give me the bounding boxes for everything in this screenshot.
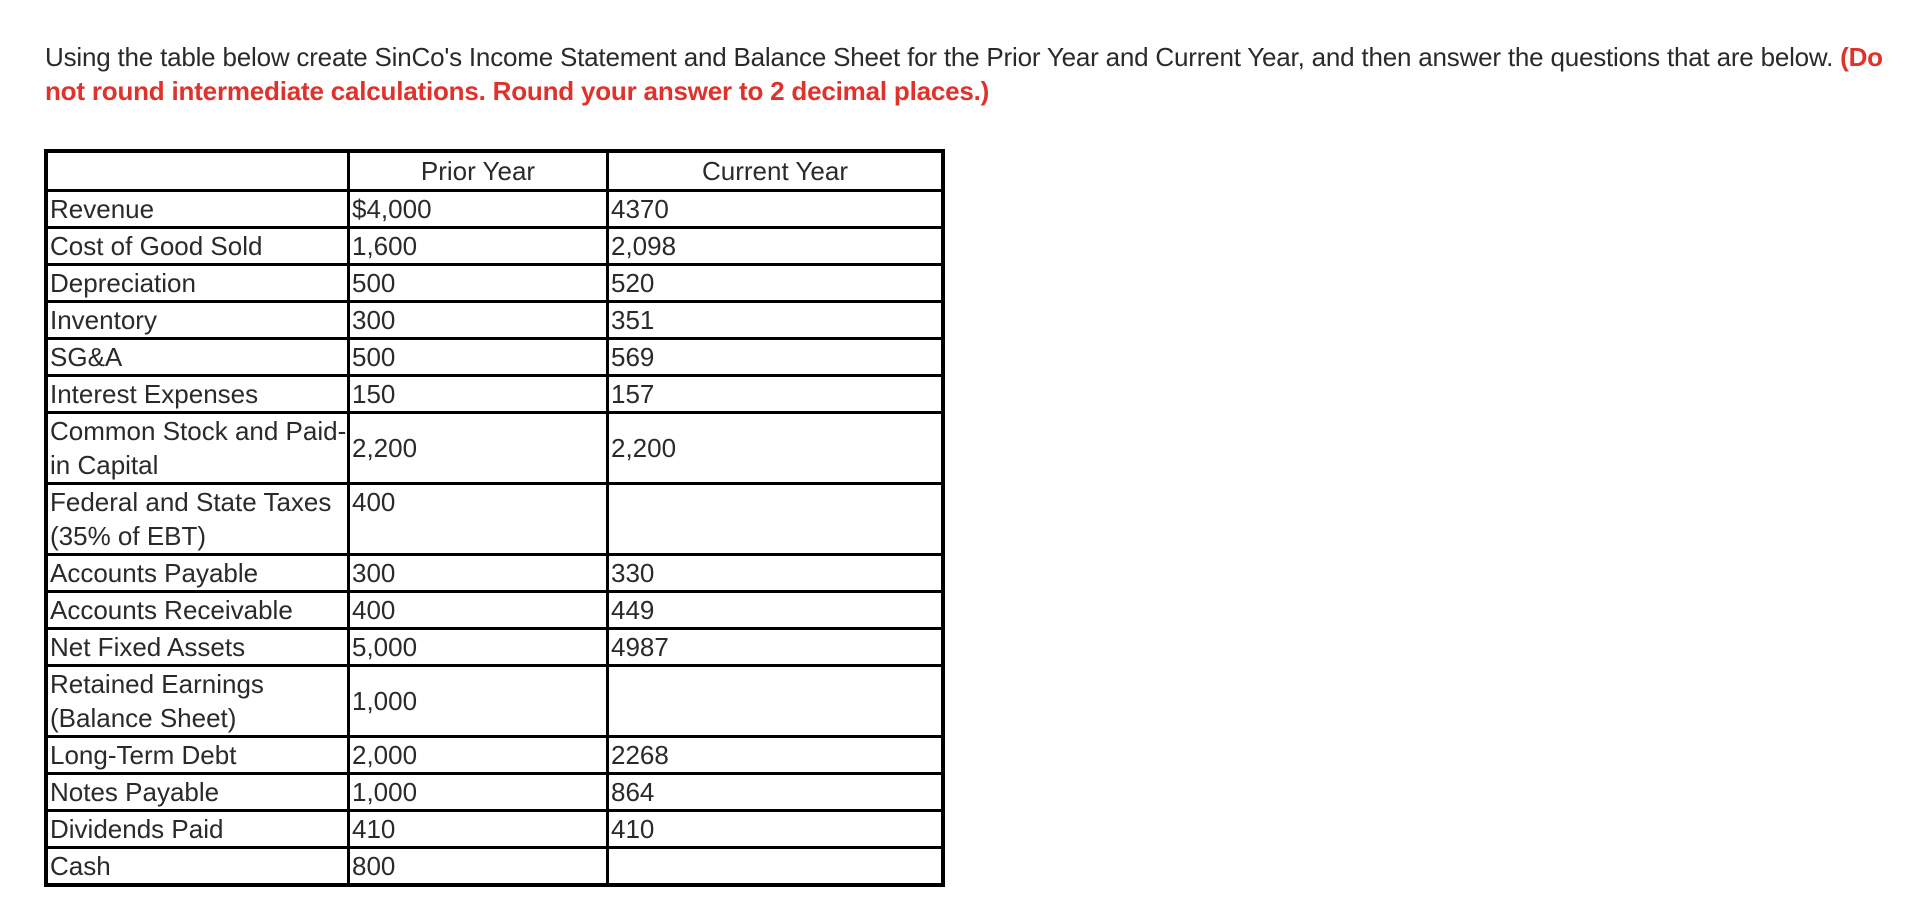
row-label: Common Stock and Paid-in Capital [44,411,350,485]
prior-year-value: 800 [347,846,609,887]
current-year-value: 569 [606,337,945,377]
prior-year-value: 410 [347,809,609,849]
row-label: Inventory [44,300,350,340]
table-row: Notes Payable 1,000 864 [44,772,945,812]
row-label: Notes Payable [44,772,350,812]
prior-year-value: 1,600 [347,226,609,266]
row-label: Revenue [44,189,350,229]
instructions: Using the table below create SinCo's Inc… [45,40,1905,108]
table-row: SG&A 500 569 [44,337,945,377]
row-label: Dividends Paid [44,809,350,849]
current-year-value: 330 [606,553,945,593]
current-year-value [606,846,945,887]
financial-data-table: Prior Year Current Year Revenue $4,000 437… [44,149,945,887]
prior-year-value: 300 [347,300,609,340]
table-row: Net Fixed Assets 5,000 4987 [44,627,945,667]
current-year-value: 351 [606,300,945,340]
prior-year-value: 500 [347,337,609,377]
current-year-value: 864 [606,772,945,812]
table-row: Dividends Paid 410 410 [44,809,945,849]
current-year-value: 449 [606,590,945,630]
table-row: Accounts Receivable 400 449 [44,590,945,630]
current-year-value: 157 [606,374,945,414]
current-year-value: 410 [606,809,945,849]
current-year-value [606,482,945,556]
row-label: Accounts Payable [44,553,350,593]
row-label: Federal and State Taxes (35% of EBT) [44,482,350,556]
row-label: Depreciation [44,263,350,303]
table-row: Inventory 300 351 [44,300,945,340]
row-label: Retained Earnings (Balance Sheet) [44,664,350,738]
table-row: Common Stock and Paid-in Capital 2,200 2,2… [44,411,945,485]
row-label: Accounts Receivable [44,590,350,630]
table-row: Cost of Good Sold 1,600 2,098 [44,226,945,266]
rounding-note: (Do not round intermediate calculations.… [45,42,1883,106]
row-label: Cost of Good Sold [44,226,350,266]
table-row: Accounts Payable 300 330 [44,553,945,593]
prior-year-value: $4,000 [347,189,609,229]
header-prior-year: Prior Year [347,149,609,192]
table-row: Depreciation 500 520 [44,263,945,303]
table-row: Federal and State Taxes (35% of EBT) 400 [44,482,945,556]
table-row: Revenue $4,000 4370 [44,189,945,229]
current-year-value: 2,200 [606,411,945,485]
row-label: Long-Term Debt [44,735,350,775]
prior-year-value: 2,000 [347,735,609,775]
table-row: Long-Term Debt 2,000 2268 [44,735,945,775]
row-label: Cash [44,846,350,887]
current-year-value [606,664,945,738]
current-year-value: 2268 [606,735,945,775]
table-row: Retained Earnings (Balance Sheet) 1,000 [44,664,945,738]
prior-year-value: 150 [347,374,609,414]
prior-year-value: 2,200 [347,411,609,485]
prior-year-value: 1,000 [347,664,609,738]
current-year-value: 4370 [606,189,945,229]
table-header-row: Prior Year Current Year [44,149,945,192]
prior-year-value: 1,000 [347,772,609,812]
header-label [44,149,350,192]
table-row: Cash 800 [44,846,945,887]
current-year-value: 2,098 [606,226,945,266]
current-year-value: 520 [606,263,945,303]
prior-year-value: 300 [347,553,609,593]
prior-year-value: 500 [347,263,609,303]
instructions-text: Using the table below create SinCo's Inc… [45,42,1834,72]
prior-year-value: 5,000 [347,627,609,667]
prior-year-value: 400 [347,482,609,556]
current-year-value: 4987 [606,627,945,667]
header-current-year: Current Year [606,149,945,192]
row-label: SG&A [44,337,350,377]
row-label: Interest Expenses [44,374,350,414]
prior-year-value: 400 [347,590,609,630]
row-label: Net Fixed Assets [44,627,350,667]
table-row: Interest Expenses 150 157 [44,374,945,414]
